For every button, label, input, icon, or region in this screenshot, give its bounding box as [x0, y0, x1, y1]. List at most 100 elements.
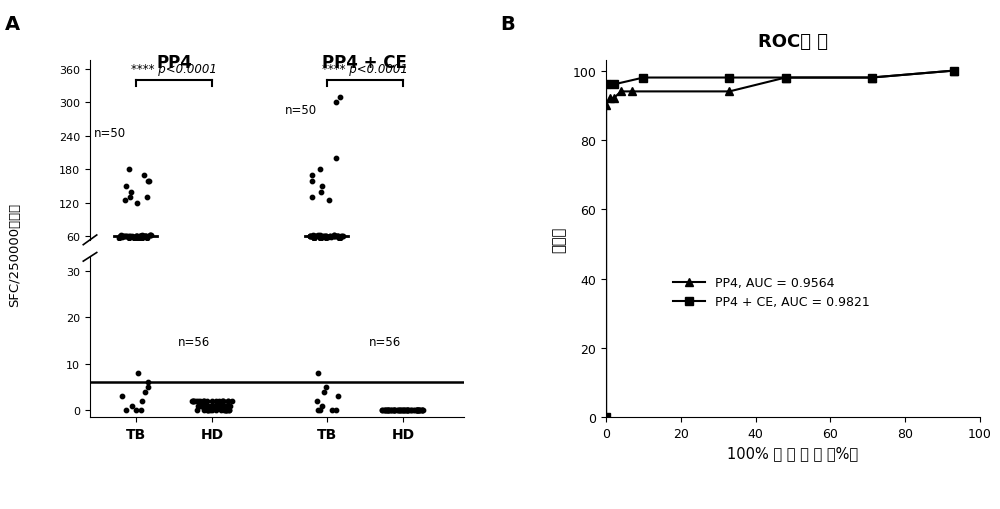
Point [395, 406, 411, 414]
Point [208, 406, 224, 414]
Point [328, 406, 344, 414]
Point [374, 406, 390, 414]
Point [302, 233, 318, 241]
Point [196, 402, 212, 410]
Point [117, 233, 133, 241]
Point [142, 232, 158, 240]
Point [386, 406, 402, 414]
Point [313, 233, 329, 241]
PP4 + CE, AUC = 0.9821 [780, 75, 792, 81]
Point [126, 235, 142, 243]
Point [304, 233, 320, 241]
Point [393, 406, 409, 414]
Point [123, 188, 139, 196]
Point [407, 406, 423, 414]
Point [383, 406, 399, 414]
Point [200, 406, 216, 414]
Point [196, 397, 212, 405]
Point [400, 406, 416, 414]
Point [409, 406, 425, 414]
Point [324, 406, 340, 414]
Point [200, 402, 216, 410]
Point [410, 406, 426, 414]
Point [202, 402, 218, 410]
Point [128, 233, 144, 241]
Point [219, 402, 235, 410]
Point [332, 93, 348, 101]
Point [124, 402, 140, 410]
Point [129, 233, 145, 241]
Point [381, 406, 397, 414]
Point [414, 406, 430, 414]
Point [380, 406, 396, 414]
PP4 + CE, AUC = 0.9821 [866, 75, 878, 81]
PP4, AUC = 0.9564 [608, 96, 620, 102]
Point [220, 397, 236, 405]
PP4 + CE, AUC = 0.9821 [600, 82, 612, 89]
Point [314, 402, 330, 410]
Point [328, 155, 344, 163]
Point [409, 406, 425, 414]
Point [411, 406, 427, 414]
Point [383, 406, 399, 414]
Text: **** p<0.0001: **** p<0.0001 [131, 63, 217, 76]
Point [202, 406, 218, 414]
Point [305, 231, 321, 239]
Point [199, 406, 215, 414]
Point [318, 233, 334, 241]
Point [140, 379, 156, 387]
Point [309, 397, 325, 405]
Point [133, 406, 149, 414]
Point [204, 406, 220, 414]
Point [402, 406, 418, 414]
Point [122, 233, 138, 241]
Point [189, 406, 205, 414]
Point [128, 233, 144, 241]
Point [132, 234, 148, 242]
Point [216, 406, 232, 414]
Point [137, 388, 153, 396]
Point [118, 233, 134, 241]
PP4, AUC = 0.9564 [723, 89, 735, 95]
Point [330, 233, 346, 241]
Point [209, 402, 225, 410]
PP4, AUC = 0.9564 [600, 103, 612, 109]
Point [194, 402, 210, 410]
Point [399, 406, 415, 414]
Point [204, 397, 220, 405]
Text: n=56: n=56 [369, 335, 401, 349]
Point [302, 233, 318, 241]
Point [409, 406, 425, 414]
Point [409, 406, 425, 414]
Point [115, 233, 131, 241]
Text: PP4 + CE: PP4 + CE [322, 54, 407, 72]
Point [313, 234, 329, 242]
Point [388, 406, 404, 414]
Point [330, 233, 346, 241]
Point [219, 406, 235, 414]
Point [414, 406, 430, 414]
Point [185, 397, 201, 405]
Point [140, 177, 156, 185]
Point [113, 232, 129, 240]
Point [403, 406, 419, 414]
Point [320, 234, 336, 242]
Point [218, 406, 234, 414]
Point [334, 233, 350, 241]
Point [134, 397, 150, 405]
Point [310, 369, 326, 377]
Point [305, 234, 321, 242]
Text: B: B [500, 15, 515, 34]
Point [379, 406, 395, 414]
Point [135, 233, 151, 241]
Point [136, 233, 152, 241]
Point [185, 397, 201, 405]
Point [307, 233, 323, 241]
Point [390, 406, 406, 414]
Point [211, 397, 227, 405]
Point [313, 188, 329, 196]
Point [133, 233, 149, 241]
Point [399, 406, 415, 414]
Point [132, 233, 148, 241]
Point [128, 235, 144, 243]
